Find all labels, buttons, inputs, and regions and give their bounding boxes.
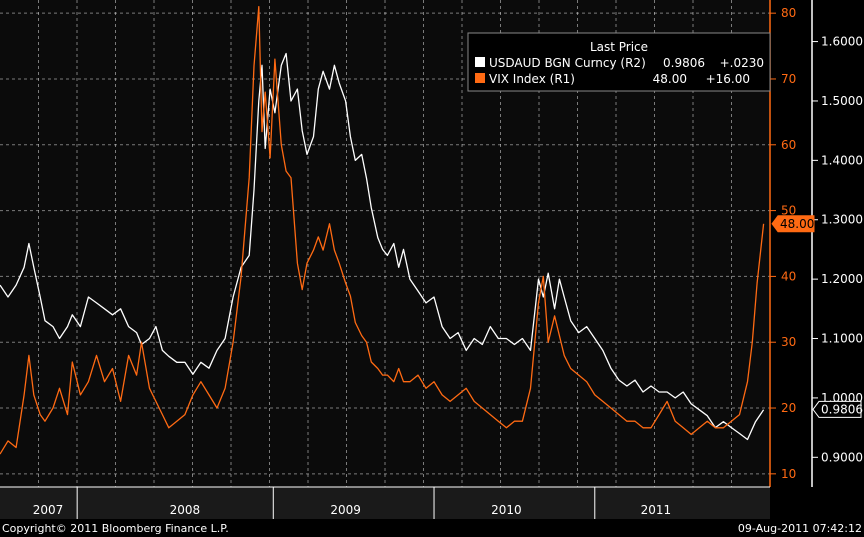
r2-tick-label: 1.6000: [821, 35, 863, 49]
x-axis: [0, 486, 770, 519]
r2-tick-label: 1.1000: [821, 332, 863, 346]
series-line-vix-index: [0, 5, 765, 455]
r1-tick-label: 60: [781, 138, 796, 152]
r2-tick-label: 0.9000: [821, 450, 863, 464]
r1-tick-label: 20: [781, 401, 796, 415]
r1-tick-label: 70: [781, 72, 796, 86]
r2-tick-label: 1.4000: [821, 153, 863, 167]
x-period-label: 2011: [641, 503, 672, 517]
legend-change-usdaud: +.0230: [720, 56, 764, 70]
legend-box: [467, 32, 771, 92]
legend-change-vix: +16.00: [706, 72, 750, 86]
legend-label-vix: VIX Index (R1): [489, 72, 575, 86]
legend: Last Price USDAUD BGN Curncy (R2) 0.9806…: [467, 32, 771, 92]
x-period-label: 2007: [33, 503, 64, 517]
r2-tick-label: 1.5000: [821, 94, 863, 108]
legend-swatch-vix: [475, 73, 485, 83]
legend-value-vix: 48.00: [653, 72, 687, 86]
last-value-tag-r2: [812, 400, 862, 418]
series-line-usdaud-bgn-curncy: [0, 52, 765, 441]
x-period-label: 2010: [491, 503, 522, 517]
gridlines: [0, 0, 770, 487]
legend-label-usdaud: USDAUD BGN Curncy (R2): [489, 56, 646, 70]
r1-tick-label: 50: [781, 204, 796, 218]
x-period-label: 2008: [170, 503, 201, 517]
x-period-separators: [76, 487, 596, 519]
r1-tick-labels: 10 20 30 40 50 60 70 80: [770, 6, 796, 481]
legend-title: Last Price: [590, 40, 648, 54]
r1-tick-label: 80: [781, 6, 796, 20]
x-period-labels: 2007 2008 2009 2010 2011: [33, 503, 671, 517]
series-lines: [0, 5, 765, 455]
r1-tick-label: 40: [781, 269, 796, 283]
r1-tick-label: 30: [781, 335, 796, 349]
last-value-label-r2: 0.9806: [821, 402, 863, 416]
last-value-tag-r1: [771, 215, 815, 233]
legend-swatch-usdaud: [475, 57, 485, 67]
r2-tick-label: 1.3000: [821, 213, 863, 227]
timestamp-text: 09-Aug-2011 07:42:12: [738, 522, 862, 535]
r1-tick-label: 10: [781, 467, 796, 481]
copyright-text: Copyright© 2011 Bloomberg Finance L.P.: [2, 522, 229, 535]
r2-tick-label: 1.2000: [821, 272, 863, 286]
legend-value-usdaud: 0.9806: [663, 56, 705, 70]
last-value-tags: 48.00 0.9806: [771, 215, 863, 418]
last-value-label-r1: 48.00: [780, 217, 814, 231]
x-period-label: 2009: [330, 503, 361, 517]
